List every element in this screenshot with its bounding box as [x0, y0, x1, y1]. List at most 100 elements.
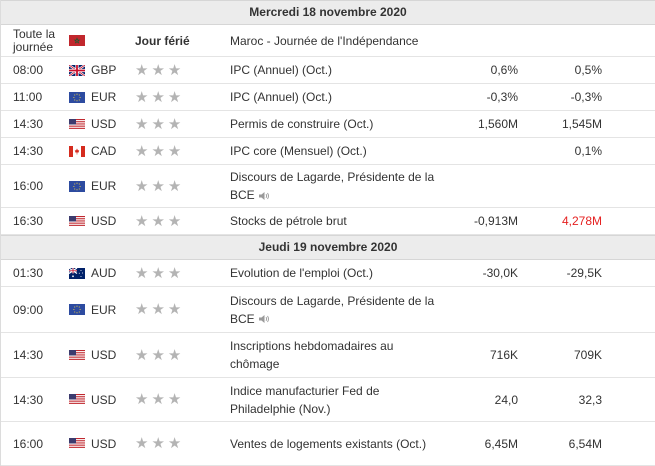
event-row[interactable]: 09:00 EUR ★ ★ ★ Discours de Lagarde, Présiden…	[1, 287, 655, 333]
currency-code: EUR	[91, 90, 117, 104]
event-title[interactable]: Permis de construire (Oct.)	[222, 115, 444, 133]
event-title[interactable]: Discours de Lagarde, Présidente de la BC…	[222, 168, 444, 204]
event-row[interactable]: 16:00 EUR ★ ★ ★ Discours de Lagarde, Présiden…	[1, 165, 655, 208]
currency-code: CAD	[91, 144, 117, 158]
importance-stars: ★ ★ ★	[133, 266, 222, 281]
star-icon: ★	[135, 177, 149, 195]
event-name[interactable]: IPC core (Mensuel) (Oct.)	[230, 144, 367, 158]
actual-value: -0,913M	[473, 214, 518, 228]
star-icon: ★	[167, 177, 182, 195]
event-name[interactable]: Evolution de l'emploi (Oct.)	[230, 266, 374, 280]
forecast-value: 0,5%	[574, 63, 602, 77]
currency-code: USD	[91, 214, 117, 228]
star-icon: ★	[135, 115, 149, 133]
forecast-value: 1,545M	[561, 117, 602, 131]
currency-code: USD	[91, 392, 117, 407]
holiday-label: Jour férié	[135, 33, 190, 48]
event-row[interactable]: 14:30 USD ★ ★ ★ Inscriptions hebdomadaires au…	[1, 333, 655, 378]
star-icon: ★	[151, 301, 165, 318]
importance-stars: ★ ★ ★	[133, 436, 222, 451]
event-title[interactable]: Inscriptions hebdomadaires au chômage	[222, 337, 444, 373]
star-icon: ★	[151, 61, 165, 79]
star-icon: ★	[151, 391, 165, 408]
star-icon: ★	[151, 435, 165, 452]
event-time: 16:30	[13, 214, 44, 228]
event-row[interactable]: 14:30 USD ★ ★ ★ Permis de construire (Oct.) 1,…	[1, 111, 655, 138]
event-name[interactable]: Ventes de logements existants (Oct.)	[230, 436, 427, 451]
event-row[interactable]: 14:30 USD ★ ★ ★ Indice manufacturier Fed de P…	[1, 378, 655, 422]
uk-flag-icon	[69, 64, 89, 76]
importance-stars: ★ ★ ★	[133, 144, 222, 159]
event-title[interactable]: Ventes de logements existants (Oct.)	[222, 435, 444, 453]
event-name[interactable]: Discours de Lagarde, Présidente de la BC…	[230, 293, 435, 326]
event-row[interactable]: 14:30 CAD ★ ★ ★ IPC core (Mensuel) (Oct.) 0,1%	[1, 138, 655, 165]
morocco-flag-icon	[69, 35, 89, 46]
event-title[interactable]: Indice manufacturier Fed de Philadelphie…	[222, 382, 444, 418]
star-icon: ★	[167, 391, 182, 408]
star-icon: ★	[167, 115, 182, 133]
forecast-value: 709K	[573, 348, 602, 362]
event-name[interactable]: Stocks de pétrole brut	[230, 214, 347, 228]
event-title[interactable]: Stocks de pétrole brut	[222, 212, 444, 230]
event-name[interactable]: Permis de construire (Oct.)	[230, 117, 374, 131]
holiday-row[interactable]: Toute la journée Jour férié Maroc - Jour…	[1, 25, 655, 57]
currency-code: AUD	[91, 266, 117, 280]
event-name[interactable]: IPC (Annuel) (Oct.)	[230, 90, 333, 104]
day-events: 01:30 AUD ★ ★ ★ Evolution de l'emploi (Oct.) -…	[1, 260, 655, 466]
event-title[interactable]: IPC core (Mensuel) (Oct.)	[222, 142, 444, 160]
speaker-icon[interactable]	[258, 314, 270, 324]
event-title[interactable]: Discours de Lagarde, Présidente de la BC…	[222, 292, 444, 328]
event-name[interactable]: Inscriptions hebdomadaires au chômage	[230, 339, 394, 371]
event-time: 16:00	[13, 436, 44, 451]
forecast-value: -29,5K	[566, 266, 602, 280]
forecast-value: 0,1%	[574, 144, 602, 158]
star-icon: ★	[135, 61, 149, 79]
event-time: 16:00	[13, 179, 44, 193]
star-icon: ★	[167, 142, 182, 160]
event-name[interactable]: Discours de Lagarde, Présidente de la BC…	[230, 170, 435, 202]
currency-code: USD	[91, 348, 117, 362]
eu-flag-icon	[69, 304, 89, 315]
currency-code: EUR	[91, 302, 117, 317]
event-title[interactable]: Evolution de l'emploi (Oct.)	[222, 264, 444, 282]
event-name[interactable]: IPC (Annuel) (Oct.)	[230, 63, 333, 77]
day-events: 08:00 GBP ★ ★ ★ IPC (Annuel) (Oct.) 0,6% 0,5% 11…	[1, 57, 655, 235]
event-time: 08:00	[13, 63, 44, 77]
speaker-icon[interactable]	[258, 191, 270, 201]
event-row[interactable]: 08:00 GBP ★ ★ ★ IPC (Annuel) (Oct.) 0,6% 0,5%	[1, 57, 655, 84]
star-icon: ★	[167, 346, 182, 364]
eu-flag-icon	[69, 180, 89, 192]
au-flag-icon	[69, 267, 89, 279]
star-icon: ★	[135, 301, 149, 318]
star-icon: ★	[135, 212, 149, 230]
event-time: 14:30	[13, 117, 44, 131]
actual-value: 1,560M	[477, 117, 518, 131]
actual-value: -30,0K	[482, 266, 518, 280]
star-icon: ★	[167, 435, 182, 452]
star-icon: ★	[151, 115, 165, 133]
star-icon: ★	[167, 212, 182, 230]
event-title[interactable]: IPC (Annuel) (Oct.)	[222, 61, 444, 79]
importance-stars: ★ ★ ★	[133, 179, 222, 194]
ca-flag-icon	[69, 145, 89, 157]
event-time: 14:30	[13, 392, 44, 407]
event-name[interactable]: Indice manufacturier Fed de Philadelphie…	[230, 383, 380, 416]
event-title[interactable]: IPC (Annuel) (Oct.)	[222, 88, 444, 106]
importance-stars: ★ ★ ★	[133, 90, 222, 105]
actual-value: -0,3%	[486, 90, 518, 104]
us-flag-icon	[69, 118, 89, 130]
star-icon: ★	[151, 212, 165, 230]
event-time: 01:30	[13, 266, 44, 280]
importance-stars: ★ ★ ★	[133, 63, 222, 78]
importance-stars: ★ ★ ★	[133, 392, 222, 407]
currency-code: GBP	[91, 63, 117, 77]
event-row[interactable]: 16:00 USD ★ ★ ★ Ventes de logements existants…	[1, 422, 655, 466]
event-row[interactable]: 11:00 EUR ★ ★ ★ IPC (Annuel) (Oct.) -0,3% -0,3%	[1, 84, 655, 111]
event-row[interactable]: 01:30 AUD ★ ★ ★ Evolution de l'emploi (Oct.) -…	[1, 260, 655, 287]
event-row[interactable]: 16:30 USD ★ ★ ★ Stocks de pétrole brut -0,913M…	[1, 208, 655, 235]
holiday-event[interactable]: Maroc - Journée de l'Indépendance	[230, 33, 419, 48]
star-icon: ★	[135, 391, 149, 408]
star-icon: ★	[151, 88, 165, 106]
star-icon: ★	[135, 88, 149, 106]
